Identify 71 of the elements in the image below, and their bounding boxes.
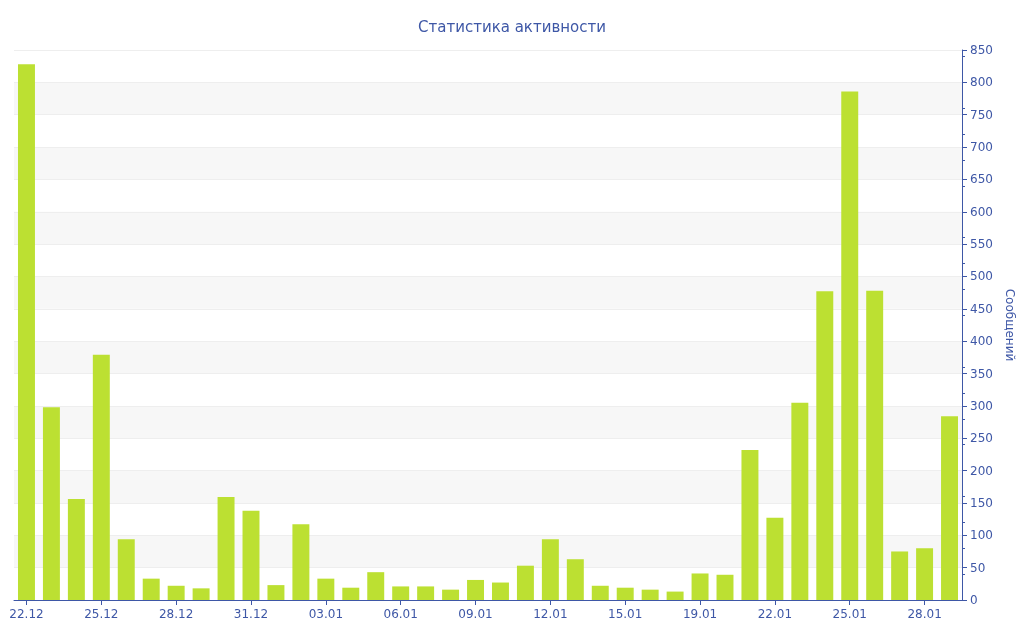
y-tick-label: 750 [970,107,993,122]
x-tick-label: 22.01 [757,607,793,621]
x-tick-label: 06.01 [383,607,418,621]
bar [516,565,534,600]
bar [591,585,609,600]
y-tick-label: 250 [970,431,993,446]
bar [342,587,360,600]
bar [716,574,734,600]
bar [142,578,160,600]
bar [941,416,959,600]
y-tick-label: 850 [970,43,993,57]
x-tick-label: 28.01 [907,607,942,621]
x-tick-label: 09.01 [458,607,493,621]
y-tick-label: 50 [970,560,986,575]
bar [766,517,784,600]
bar [42,407,60,600]
bar [292,524,310,600]
chart-title: Статистика активности [418,17,606,36]
y-tick-label: 600 [970,204,993,219]
y-tick-label: 550 [970,237,993,252]
bar [741,449,759,600]
bar [841,91,859,600]
bar [866,290,884,600]
y-tick-label: 100 [970,528,993,543]
bar [67,499,85,600]
x-tick-label: 28.12 [158,607,194,621]
bar [566,559,584,600]
y-tick-label: 300 [970,398,993,413]
bar [916,548,934,600]
y-tick-label: 200 [970,463,993,478]
bar [92,354,110,600]
bar [666,591,684,600]
y-tick-label: 450 [970,301,993,316]
y-axis-title: Сообщений [1002,288,1017,362]
y-tick-label: 650 [970,172,993,187]
y-tick-label: 500 [970,269,993,284]
y-tick-label: 350 [970,366,993,381]
x-tick-label: 15.01 [608,607,643,621]
bar [267,585,285,600]
y-tick-label: 400 [970,334,993,349]
bar [117,539,135,600]
x-tick-label: 25.12 [84,607,119,621]
bar [167,585,185,600]
x-tick-label: 03.01 [308,607,344,621]
bar [217,497,235,600]
bar [891,551,909,600]
y-tick-label: 800 [970,75,993,90]
bar [417,586,435,600]
bar [491,582,509,600]
bar [541,539,559,600]
x-tick-label: 25.01 [832,607,867,621]
x-tick-label: 12.01 [533,607,568,621]
bar [791,402,809,600]
bar [17,64,35,600]
bar [616,587,634,600]
bar [691,573,709,600]
bar [392,586,410,600]
x-tick-label: 31.12 [233,607,269,621]
bar [317,578,335,600]
bar [442,589,460,600]
bar [641,589,659,600]
bar [242,510,260,600]
y-tick-label: 700 [970,140,993,155]
x-tick-label: 19.01 [682,607,718,621]
bar [367,572,385,600]
y-tick-label: 0 [970,593,978,607]
y-tick-label: 150 [970,495,993,510]
x-tick-label: 22.12 [9,607,44,621]
bar [467,579,485,600]
bar [192,588,210,600]
bar [816,291,834,600]
